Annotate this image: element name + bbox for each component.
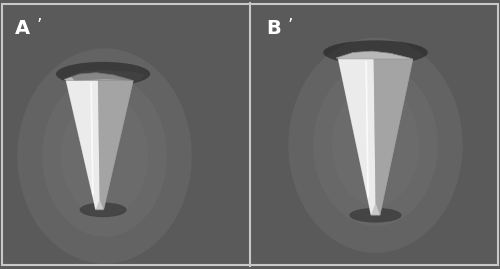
Polygon shape	[338, 59, 376, 215]
Ellipse shape	[56, 62, 150, 86]
Ellipse shape	[323, 40, 428, 65]
Polygon shape	[64, 73, 133, 81]
Ellipse shape	[18, 48, 192, 264]
Text: ’: ’	[287, 17, 292, 36]
Polygon shape	[374, 59, 413, 215]
Text: ’: ’	[36, 17, 42, 36]
Polygon shape	[336, 51, 413, 59]
Ellipse shape	[332, 85, 419, 206]
Ellipse shape	[288, 38, 463, 253]
Ellipse shape	[61, 95, 148, 217]
Ellipse shape	[350, 208, 402, 222]
Text: B: B	[266, 19, 280, 38]
Text: A: A	[15, 19, 30, 38]
Ellipse shape	[313, 65, 438, 226]
Polygon shape	[98, 81, 133, 210]
Ellipse shape	[42, 75, 167, 237]
Polygon shape	[70, 70, 144, 81]
Polygon shape	[66, 81, 133, 210]
Polygon shape	[66, 81, 100, 210]
Ellipse shape	[80, 203, 126, 217]
Polygon shape	[338, 59, 413, 215]
